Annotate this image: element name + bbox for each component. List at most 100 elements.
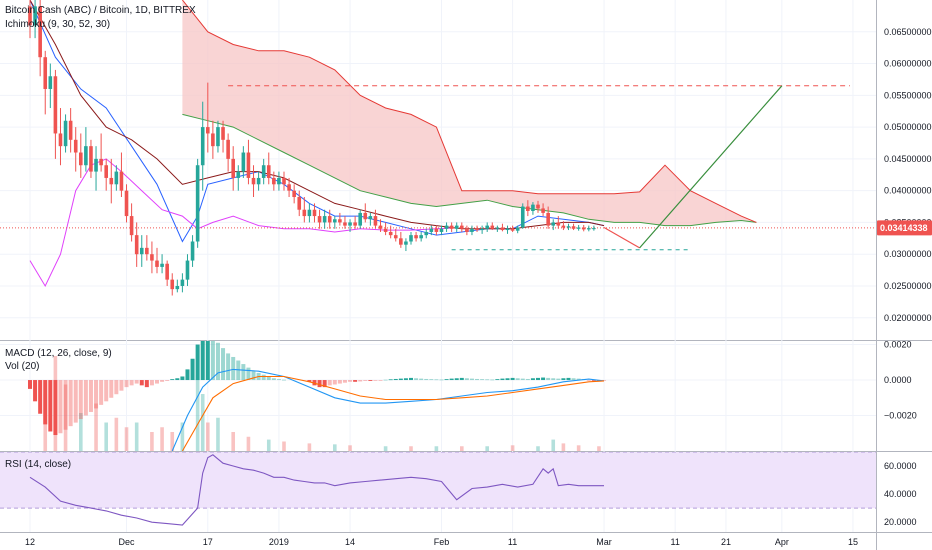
drawn-levels[interactable]: [0, 85, 876, 251]
candle-body: [221, 127, 225, 140]
time-tick-label: Apr: [775, 537, 789, 547]
macd-histogram-bar: [38, 380, 43, 414]
rsi-axis[interactable]: 60.0000 40.0000 20.0000: [884, 461, 917, 527]
macd-histogram-bar: [63, 380, 68, 430]
macd-legend[interactable]: MACD (12, 26, close, 9): [5, 348, 112, 359]
macd-histogram-bar: [94, 380, 99, 409]
macd-histogram-bar: [78, 380, 83, 420]
candle-body: [170, 279, 175, 290]
macd-histogram-bar: [83, 380, 88, 416]
candle-body: [48, 76, 53, 89]
macd-histogram-bar: [246, 367, 251, 381]
time-tick-label: 12: [25, 537, 35, 547]
macd-histogram-bar: [104, 380, 109, 402]
volume-bar: [195, 375, 200, 451]
current-price-label: 0.03414338: [880, 223, 928, 233]
candle-body: [480, 228, 484, 231]
time-tick-label: 15: [848, 537, 858, 547]
candle-body: [53, 76, 58, 134]
candle-body: [348, 222, 352, 226]
volume-bar: [409, 446, 413, 451]
macd-histogram-bar: [109, 380, 114, 398]
macd-histogram-bar: [566, 377, 571, 381]
macd-histogram-bar: [424, 378, 429, 381]
rsi-tick-label: 20.0000: [884, 517, 917, 527]
volume-bar: [333, 444, 337, 451]
candle-body: [571, 226, 576, 229]
time-axis[interactable]: 12 Dec 17 2019 14 Feb 11 Mar 11 21 Apr 15: [25, 537, 858, 547]
candle-body: [393, 235, 398, 239]
symbol-title[interactable]: Bitcoin Cash (ABC) / Bitcoin, 1D, BITTRE…: [5, 5, 196, 16]
macd-histogram-bar: [337, 380, 342, 384]
macd-histogram-bar: [480, 379, 485, 381]
time-tick-label: Feb: [434, 537, 450, 547]
macd-histogram-bar: [383, 379, 388, 381]
volume-bar: [597, 446, 601, 451]
macd-histogram-bar: [449, 378, 454, 381]
volume-bar: [266, 439, 271, 451]
candle-body: [490, 225, 495, 229]
macd-histogram-bar: [388, 379, 393, 381]
candle-body: [99, 158, 103, 166]
volume-bar: [551, 439, 556, 451]
volume-bar: [434, 446, 439, 451]
candle-body: [317, 216, 322, 223]
macd-histogram-bar: [556, 378, 561, 381]
volume-legend[interactable]: Vol (20): [5, 361, 39, 372]
time-tick-label: 11: [670, 537, 679, 547]
current-price-marker: 0.03414338: [877, 220, 932, 236]
price-axis[interactable]: 0.06500000 0.06000000 0.05500000 0.05000000…: [884, 27, 932, 323]
macd-histogram-bar: [368, 380, 373, 381]
candle-body: [505, 228, 510, 231]
volume-bar: [124, 427, 129, 451]
macd-histogram-bar: [276, 379, 281, 381]
macd-histogram-bar: [170, 379, 175, 381]
volume-bar: [206, 422, 210, 451]
macd-tick-label: 0.0020: [884, 340, 912, 350]
candle-body: [556, 222, 561, 226]
macd-axis[interactable]: 0.0020 0.0000 −0.0020: [884, 340, 917, 421]
time-tick-label: Dec: [119, 537, 136, 547]
macd-histogram-bar: [175, 378, 180, 381]
candle-body: [327, 216, 332, 223]
candle-body: [139, 247, 144, 255]
projection-path[interactable]: [603, 85, 783, 249]
ichimoku-cloud: [182, 0, 757, 227]
candle-body: [38, 6, 42, 58]
macd-histogram-bar: [525, 378, 530, 381]
macd-histogram-bar: [129, 380, 134, 386]
candle-body: [449, 225, 454, 229]
candle-body: [520, 206, 525, 228]
macd-histogram-bar: [358, 380, 363, 382]
price-tick-label: 0.06500000: [884, 27, 932, 37]
macd-histogram-bar: [43, 380, 48, 425]
candle-body: [531, 204, 535, 211]
candle-body: [246, 152, 251, 178]
macd-histogram-bar: [134, 380, 139, 384]
candle-body: [353, 222, 357, 226]
candle-body: [256, 177, 261, 185]
candle-body: [566, 226, 571, 228]
candle-body: [399, 238, 403, 245]
rsi-tick-label: 60.0000: [884, 461, 917, 471]
rsi-legend[interactable]: RSI (14, close): [5, 459, 71, 470]
candle-body: [495, 227, 500, 229]
macd-histogram-bar: [403, 378, 408, 381]
macd-histogram-bar: [33, 380, 38, 402]
candle-body: [419, 235, 423, 239]
macd-histogram-bar: [409, 377, 413, 381]
macd-histogram-bar: [185, 369, 190, 381]
candle-body: [28, 6, 32, 26]
macd-histogram-bar: [398, 378, 403, 381]
candle-body: [546, 212, 550, 226]
candle-body: [561, 225, 566, 228]
candle-body: [150, 254, 154, 261]
candle-body: [358, 212, 362, 226]
volume-bar: [170, 432, 175, 451]
candle-body: [68, 120, 73, 140]
volume-bar: [282, 441, 286, 451]
macd-histogram-bar: [195, 344, 200, 381]
ichimoku-legend[interactable]: Ichimoku (9, 30, 52, 30): [5, 19, 110, 30]
macd-histogram-bar: [551, 378, 556, 381]
macd-histogram-bar: [378, 380, 383, 381]
